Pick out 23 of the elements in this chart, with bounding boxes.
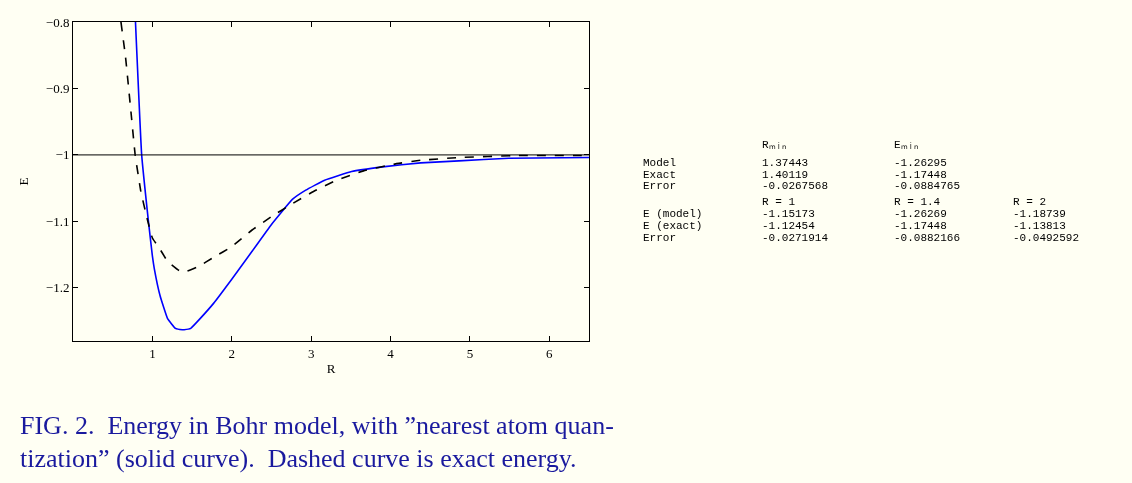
x-tick-label: 4 bbox=[387, 345, 395, 361]
caption: FIG. 2. Energy in Bohr model, with ”nearest atom quan- bbox=[20, 411, 614, 440]
x-tick-label: 5 bbox=[466, 345, 474, 361]
text: E (exact) -1.12454 -1.17448 -1.13813 bbox=[643, 220, 1066, 232]
y-tick-label: −1 bbox=[55, 147, 70, 163]
y-tick-label: −0.8 bbox=[45, 14, 70, 30]
x-tick-label: 2 bbox=[228, 345, 236, 361]
text: tization” (solid curve). Dashed curve is exact energy. bbox=[20, 444, 577, 473]
text: Rₘᵢₙ Eₘᵢₙ bbox=[762, 139, 919, 151]
text: Model 1.37443 -1.26295 bbox=[643, 157, 947, 169]
text: Exact 1.40119 -1.17448 bbox=[643, 169, 947, 181]
text: Error -0.0271914 -0.0882166 -0.0492592 bbox=[643, 232, 1080, 244]
y-tick-label: −0.9 bbox=[45, 81, 70, 97]
y-axis-title: E bbox=[15, 177, 31, 186]
text: Error -0.0267568 -0.0884765 bbox=[643, 180, 961, 192]
x-tick-label: 6 bbox=[546, 345, 554, 361]
y-tick-label: −1.1 bbox=[45, 213, 70, 229]
y-tick-label: −1.2 bbox=[45, 280, 70, 296]
x-axis-title: R bbox=[326, 361, 336, 377]
text: R = 1 R = 1.4 R = 2 bbox=[762, 196, 1047, 208]
x-tick-label: 1 bbox=[149, 345, 156, 361]
text: E (model) -1.15173 -1.26269 -1.18739 bbox=[643, 208, 1066, 220]
x-tick-label: 3 bbox=[307, 345, 315, 361]
